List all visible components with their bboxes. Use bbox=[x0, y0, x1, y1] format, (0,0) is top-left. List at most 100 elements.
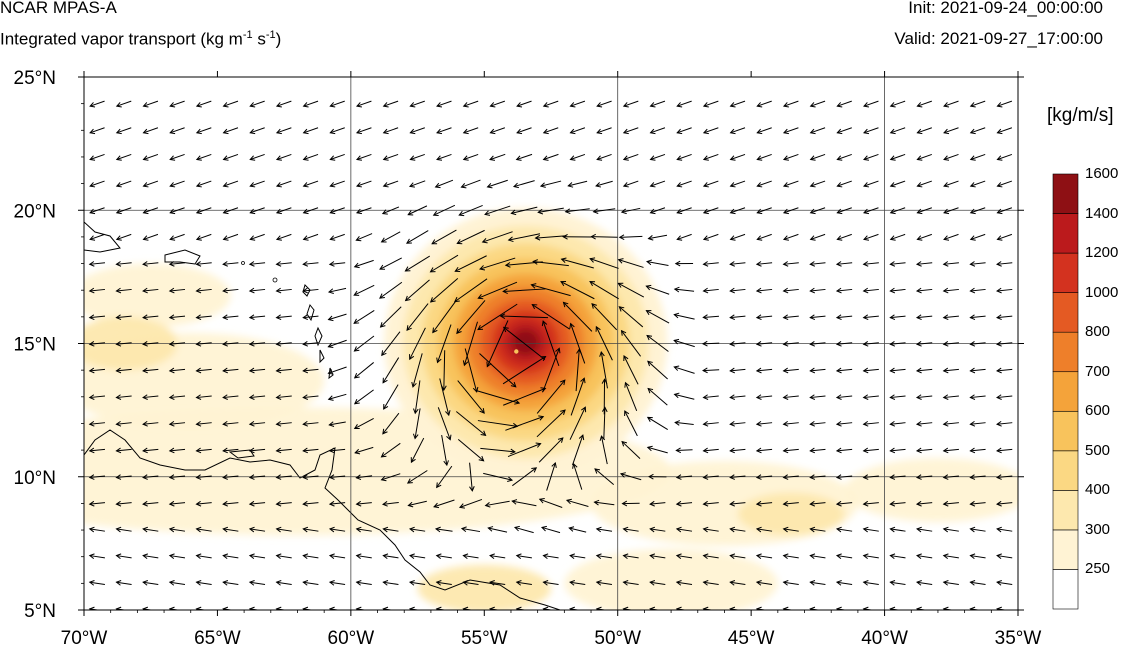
ivt-vector-210 bbox=[88, 261, 106, 267]
ivt-vector-76 bbox=[249, 153, 265, 161]
ivt-vector-447 bbox=[809, 420, 826, 427]
ivt-vector-459 bbox=[195, 447, 212, 454]
ivt-vector-193 bbox=[562, 233, 593, 240]
ivt-vector-690 bbox=[755, 606, 768, 610]
ivt-vector-582 bbox=[675, 526, 693, 533]
ivt-vector-229 bbox=[589, 257, 619, 269]
ivt-vector-555 bbox=[889, 500, 906, 507]
ivt-vector-222 bbox=[404, 255, 430, 272]
colorbar-level-label: 600 bbox=[1085, 402, 1111, 420]
ivt-vector-331 bbox=[502, 326, 546, 360]
ivt-vector-496 bbox=[248, 474, 266, 480]
ivt-vector-59 bbox=[729, 127, 746, 135]
ivt-vector-293 bbox=[432, 300, 457, 334]
ivt-vector-19 bbox=[596, 100, 612, 108]
ivt-vector-384 bbox=[996, 367, 1013, 374]
ivt-vector-23 bbox=[702, 100, 719, 108]
ivt-vector-254 bbox=[327, 287, 347, 294]
ivt-vector-69 bbox=[996, 127, 1013, 135]
ivt-vector-422 bbox=[142, 420, 159, 427]
ivt-vector-461 bbox=[248, 447, 266, 454]
ivt-vectors bbox=[88, 100, 1013, 610]
ivt-vector-617 bbox=[675, 553, 693, 559]
ivt-vector-678 bbox=[435, 606, 448, 610]
lon-tick-label: 50°W bbox=[594, 628, 641, 649]
ivt-vector-627 bbox=[942, 553, 959, 559]
ivt-vector-117 bbox=[408, 180, 426, 188]
ivt-vector-176 bbox=[115, 233, 132, 241]
ivt-vector-372 bbox=[673, 365, 695, 374]
ivt-vector-554 bbox=[862, 500, 879, 507]
ivt-vector-635 bbox=[222, 580, 239, 586]
ivt-vector-491 bbox=[115, 474, 132, 480]
ivt-vector-209 bbox=[996, 233, 1013, 241]
ivt-vector-220 bbox=[353, 259, 374, 269]
ivt-vector-325 bbox=[353, 335, 375, 352]
ivt-vector-503 bbox=[436, 465, 453, 489]
ivt-vector-10 bbox=[355, 100, 372, 108]
ivt-vector-115 bbox=[355, 180, 372, 188]
colorbar-swatch bbox=[1052, 410, 1079, 452]
ivt-vector-600 bbox=[222, 553, 239, 559]
ivt-vector-465 bbox=[354, 446, 374, 455]
ivt-vector-424 bbox=[195, 420, 212, 427]
ivt-vector-161 bbox=[649, 207, 666, 215]
ivt-vector-382 bbox=[942, 367, 959, 374]
ivt-vector-42 bbox=[275, 127, 292, 135]
ivt-vector-241 bbox=[915, 261, 933, 267]
ivt-vector-160 bbox=[620, 207, 641, 215]
ivt-vector-629 bbox=[996, 553, 1013, 559]
ivt-vector-471 bbox=[507, 442, 542, 458]
ivt-vector-88 bbox=[569, 153, 586, 161]
ivt-vector-570 bbox=[355, 526, 372, 533]
ivt-vector-258 bbox=[429, 278, 459, 303]
ivt-vector-214 bbox=[195, 261, 212, 267]
ivt-vector-272 bbox=[809, 287, 826, 294]
ivt-vector-280 bbox=[88, 314, 106, 321]
ivt-vector-695 bbox=[889, 606, 902, 610]
ivt-vector-35 bbox=[89, 127, 105, 135]
ivt-vector-462 bbox=[275, 447, 292, 454]
ivt-vector-381 bbox=[915, 367, 933, 374]
ivt-vector-512 bbox=[675, 474, 693, 480]
ivt-vector-498 bbox=[302, 474, 319, 480]
ivt-vector-184 bbox=[329, 233, 345, 241]
ivt-vector-497 bbox=[275, 474, 292, 480]
ivt-vector-0 bbox=[89, 100, 105, 108]
ivt-vector-470 bbox=[480, 447, 516, 455]
ivt-vector-306 bbox=[782, 314, 799, 321]
ivt-vector-437 bbox=[536, 409, 566, 438]
ivt-vector-246 bbox=[115, 287, 132, 294]
ivt-vector-61 bbox=[782, 127, 799, 135]
ivt-vector-562 bbox=[142, 526, 159, 533]
ivt-vector-48 bbox=[436, 127, 452, 135]
ivt-vector-130 bbox=[756, 180, 772, 188]
ivt-vector-211 bbox=[115, 261, 132, 267]
ivt-vector-142 bbox=[142, 207, 159, 215]
ivt-vector-398 bbox=[439, 378, 451, 417]
ivt-vector-418 bbox=[969, 394, 986, 400]
ivt-vector-77 bbox=[275, 153, 292, 161]
ivt-vector-658 bbox=[835, 580, 853, 586]
ivt-vector-339 bbox=[729, 341, 746, 347]
ivt-vector-620 bbox=[755, 553, 773, 559]
ivt-vector-432 bbox=[412, 408, 421, 440]
ivt-vector-534 bbox=[328, 500, 346, 507]
ivt-vector-560 bbox=[88, 526, 105, 533]
ivt-vector-371 bbox=[647, 360, 668, 380]
ivt-vector-691 bbox=[782, 606, 795, 610]
ivt-vector-589 bbox=[862, 526, 879, 533]
ivt-vector-70 bbox=[89, 153, 105, 161]
ivt-vector-234 bbox=[729, 261, 746, 267]
ivt-vector-7 bbox=[275, 100, 292, 108]
ivt-vector-237 bbox=[809, 261, 826, 267]
ivt-vector-270 bbox=[755, 287, 773, 294]
ivt-vector-283 bbox=[168, 314, 186, 321]
ivt-vector-375 bbox=[755, 367, 773, 374]
ivt-vector-216 bbox=[248, 261, 266, 267]
ivt-vector-438 bbox=[569, 406, 587, 440]
ivt-vector-669 bbox=[195, 606, 208, 610]
colorbar-swatch bbox=[1052, 252, 1079, 293]
ivt-vector-603 bbox=[302, 553, 319, 559]
ivt-vector-129 bbox=[729, 180, 746, 188]
